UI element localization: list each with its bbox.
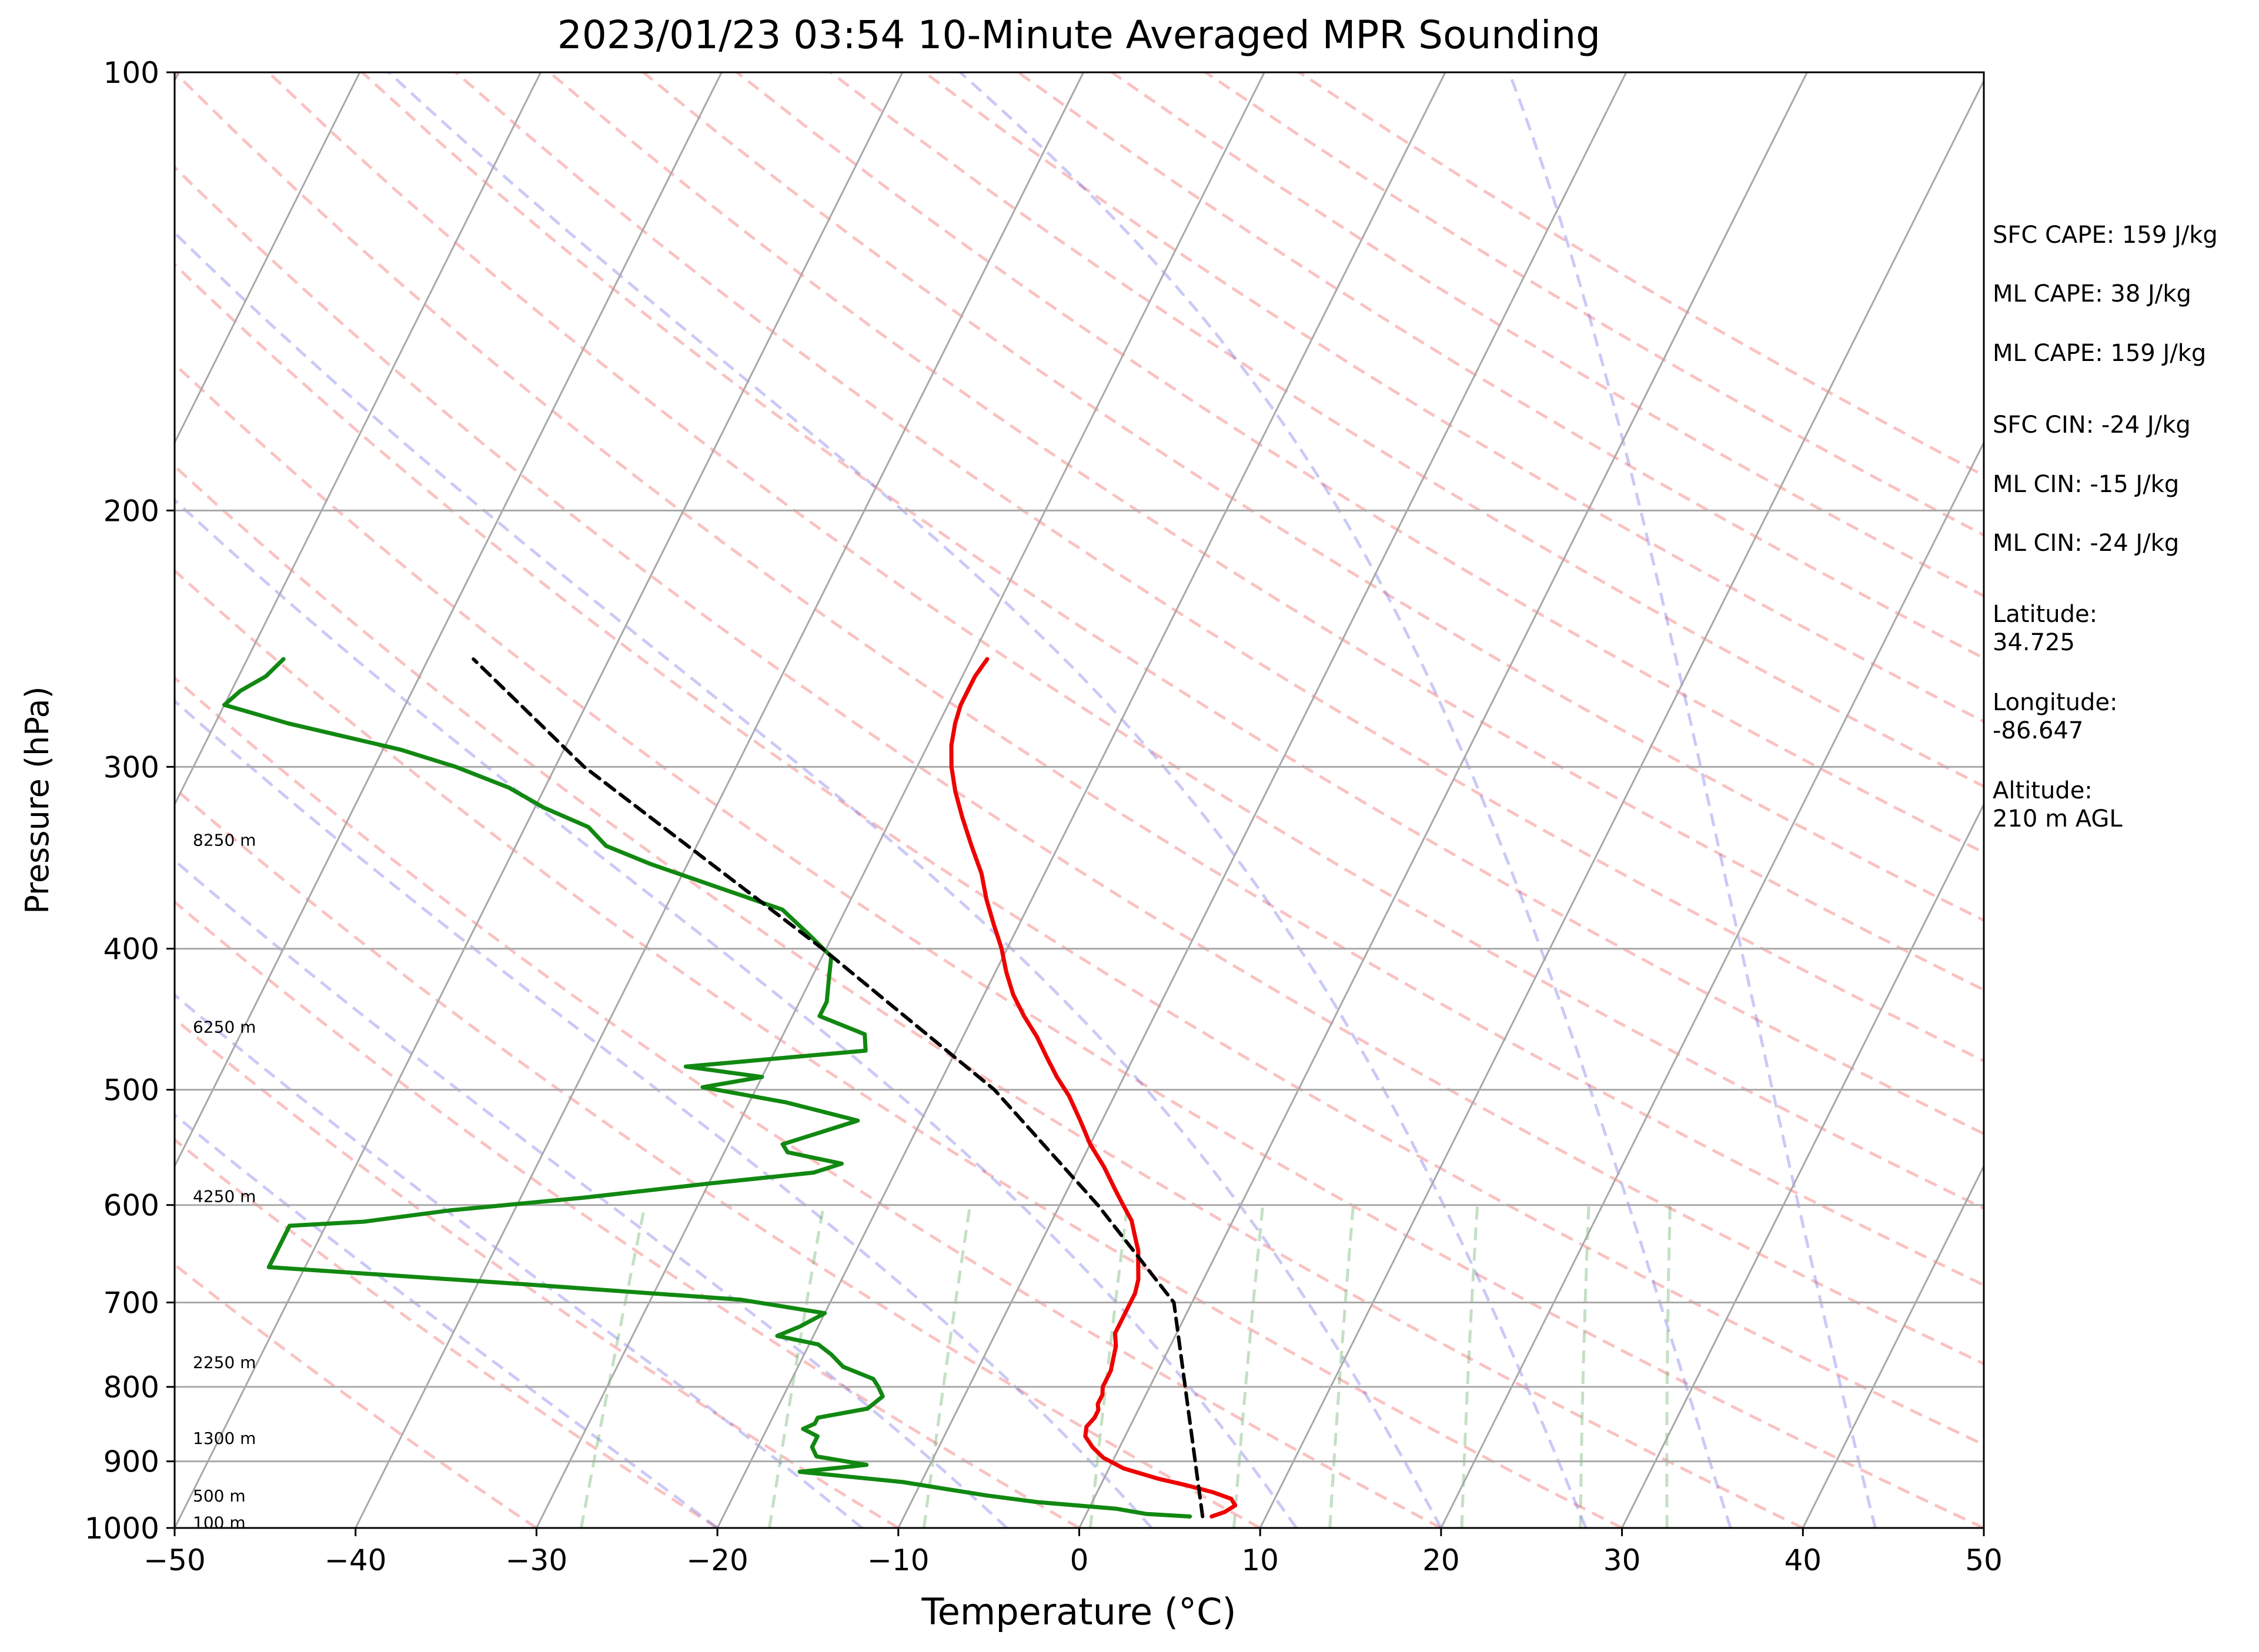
x-axis-label: Temperature (°C) <box>921 1590 1236 1633</box>
isotherm-line <box>1078 72 1808 1528</box>
background-reference-lines <box>175 72 1984 1528</box>
info-panel: SFC CAPE: 159 J/kg ML CAPE: 38 J/kg ML C… <box>1993 222 2218 832</box>
x-tick-label: −10 <box>867 1543 930 1577</box>
dry-adiabat <box>1017 72 1984 660</box>
moist-adiabat <box>175 993 863 1528</box>
y-tick-label: 600 <box>103 1189 159 1223</box>
dry-adiabat <box>175 362 1984 1528</box>
latitude-label: Latitude: <box>1993 601 2097 628</box>
height-label: 2250 m <box>193 1353 256 1372</box>
y-tick-label: 300 <box>103 750 159 784</box>
isotherm-line <box>175 72 904 1528</box>
y-tick-label: 800 <box>103 1370 159 1404</box>
y-tick-label: 700 <box>103 1286 159 1320</box>
ml-cape-text: ML CAPE: 38 J/kg <box>1993 280 2191 307</box>
parcel-profile-line <box>472 657 1205 1519</box>
latitude-value: 34.725 <box>1993 629 2075 656</box>
isotherm-line <box>716 72 1446 1528</box>
x-tick-label: 30 <box>1603 1543 1641 1577</box>
dry-adiabat <box>361 72 1984 1136</box>
height-label: 1300 m <box>193 1429 256 1448</box>
y-tick-label: 1000 <box>85 1511 159 1546</box>
moist-adiabat <box>1508 72 1877 1528</box>
dry-adiabat <box>548 72 1984 992</box>
x-tick-label: −20 <box>686 1543 748 1577</box>
moist-adiabat <box>387 72 1588 1528</box>
x-tick-label: 50 <box>1965 1543 2003 1577</box>
isotherm-line <box>897 72 1628 1528</box>
dry-adiabat <box>175 1017 900 1528</box>
dry-adiabat <box>830 72 1984 788</box>
y-axis-ticks: 100 200 300 400 500 600 700 800 900 1000 <box>85 56 175 1546</box>
height-label: 6250 m <box>193 1017 256 1036</box>
x-tick-label: 0 <box>1070 1543 1089 1577</box>
isotherm-line <box>1259 79 1984 1528</box>
height-label: 100 m <box>193 1513 246 1532</box>
x-tick-label: −50 <box>143 1543 206 1577</box>
mixing-ratio-line <box>1665 1205 1672 1528</box>
height-label: 8250 m <box>193 830 256 850</box>
isotherm-line <box>1802 1164 1984 1528</box>
dry-adiabat <box>175 1138 719 1528</box>
moist-adiabat <box>175 498 1298 1528</box>
sounding-series <box>222 657 1238 1519</box>
dewpoint-profile-line <box>222 657 1192 1519</box>
y-tick-label: 200 <box>103 494 159 528</box>
moist-adiabat <box>175 858 1008 1528</box>
isotherm-line <box>1621 802 1984 1528</box>
x-tick-label: 20 <box>1422 1543 1460 1577</box>
moist-adiabat <box>175 1113 719 1528</box>
dry-adiabat <box>175 262 1984 1447</box>
isotherm-line <box>175 72 361 445</box>
mixing-ratio-line <box>1088 1205 1129 1528</box>
moist-adiabat <box>175 698 1153 1528</box>
mixing-ratio-line <box>767 1205 826 1528</box>
mixing-ratio-line <box>1232 1205 1265 1528</box>
isotherm-line <box>355 72 1085 1528</box>
dry-adiabat <box>175 464 1804 1528</box>
mixing-ratio-line <box>1579 1205 1590 1528</box>
sfc-cape-text: SFC CAPE: 159 J/kg <box>1993 222 2218 249</box>
height-label: 500 m <box>193 1486 246 1506</box>
isotherm-line <box>175 72 723 1168</box>
dry-adiabat <box>175 72 1984 1287</box>
isotherm-line <box>536 72 1265 1528</box>
y-tick-label: 500 <box>103 1074 159 1108</box>
altitude-value: 210 m AGL <box>1993 805 2123 832</box>
x-tick-label: 40 <box>1784 1543 1822 1577</box>
sfc-cin-text: SFC CIN: -24 J/kg <box>1993 412 2191 439</box>
y-tick-label: 400 <box>103 932 159 967</box>
ml-cin-text: ML CIN: -15 J/kg <box>1993 471 2179 498</box>
x-axis-ticks: −50 −40 −30 −20 −10 0 10 20 30 40 50 <box>143 1528 2003 1577</box>
temperature-profile-line <box>949 657 1238 1519</box>
mixing-ratio-line <box>1328 1205 1355 1528</box>
x-tick-label: −30 <box>506 1543 568 1577</box>
ml-cin-text-2: ML CIN: -24 J/kg <box>1993 530 2179 557</box>
altitude-label: Altitude: <box>1993 777 2093 804</box>
y-tick-label: 100 <box>103 56 159 90</box>
dry-adiabat <box>175 568 1623 1528</box>
dry-adiabat <box>267 72 1984 1210</box>
isotherm-line <box>1440 440 1984 1528</box>
longitude-label: Longitude: <box>1993 689 2117 716</box>
dry-adiabat <box>175 676 1442 1528</box>
x-tick-label: 10 <box>1241 1543 1279 1577</box>
moist-adiabat <box>959 72 1732 1528</box>
isotherm-line <box>175 72 542 807</box>
longitude-value: -86.647 <box>1993 717 2083 744</box>
chart-title: 2023/01/23 03:54 10-Minute Averaged MPR … <box>557 12 1600 58</box>
y-tick-label: 900 <box>103 1445 159 1479</box>
x-tick-label: −40 <box>325 1543 387 1577</box>
mixing-ratio-line <box>579 1205 647 1528</box>
height-labels: 100 m 500 m 1300 m 2250 m 4250 m 6250 m 8250 m <box>193 830 256 1532</box>
height-label: 4250 m <box>193 1186 256 1206</box>
dry-adiabat <box>175 165 1984 1366</box>
ml-cape-text-2: ML CAPE: 159 J/kg <box>1993 340 2206 367</box>
y-axis-label: Pressure (hPa) <box>19 686 56 914</box>
dry-adiabat <box>175 786 1261 1528</box>
dry-adiabat <box>736 72 1984 855</box>
